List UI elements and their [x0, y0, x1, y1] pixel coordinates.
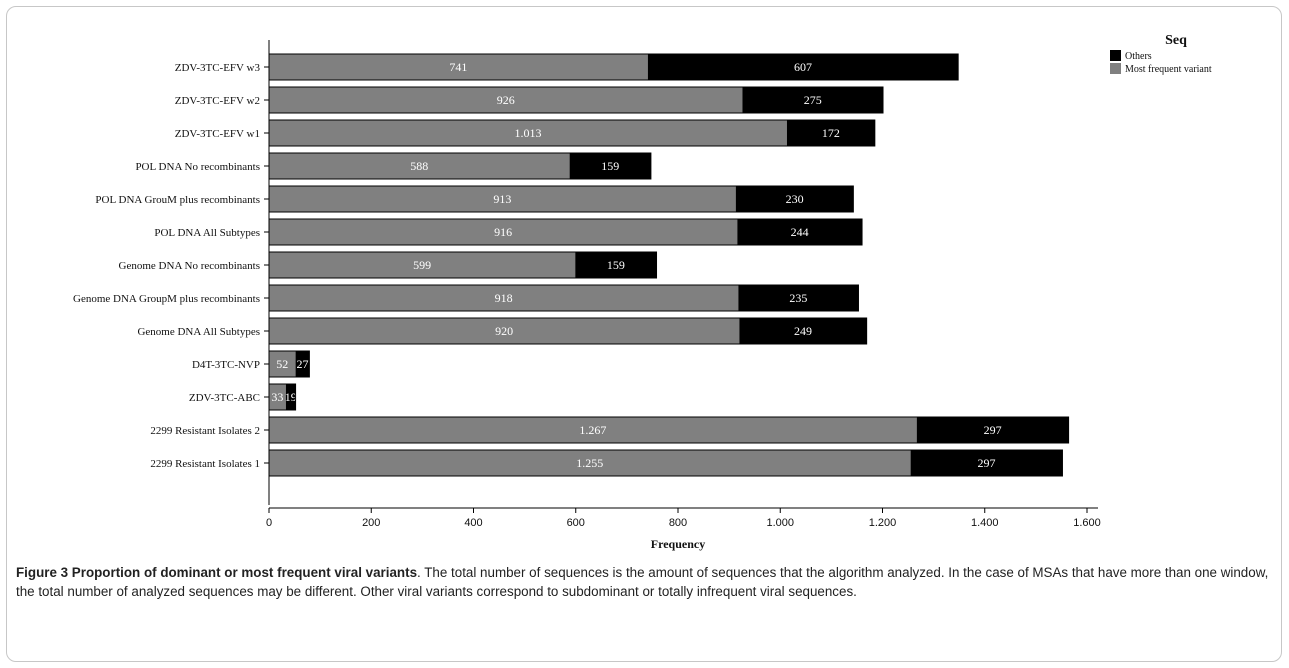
category-label: Genome DNA GroupM plus recombinants: [73, 293, 260, 305]
bar-most-frequent: [269, 219, 738, 245]
data-label: 275: [804, 93, 822, 107]
category-label: ZDV-3TC-EFV w3: [175, 62, 261, 74]
category-label: D4T-3TC-NVP: [192, 359, 260, 371]
bar-most-frequent: [269, 417, 917, 443]
data-label: 235: [789, 291, 807, 305]
bar-others: [742, 87, 884, 113]
data-label: 52: [276, 357, 288, 371]
bar-most-frequent: [269, 450, 911, 476]
bar-others: [647, 54, 959, 80]
bar-others: [739, 318, 867, 344]
category-label: Genome DNA All Subtypes: [137, 326, 260, 338]
data-label: 599: [413, 258, 431, 272]
data-label: 588: [410, 159, 428, 173]
bar-most-frequent: [269, 285, 739, 311]
category-label: ZDV-3TC-EFV w2: [175, 95, 260, 107]
data-label: 33: [271, 390, 283, 404]
data-label: 1.267: [579, 423, 606, 437]
data-label: 741: [449, 60, 467, 74]
x-tick-label: 0: [266, 517, 272, 529]
data-label: 172: [822, 126, 840, 140]
x-tick-label: 600: [567, 517, 585, 529]
data-label: 607: [794, 60, 812, 74]
bar-others: [916, 417, 1069, 443]
x-tick-label: 400: [464, 517, 482, 529]
caption-title: Figure 3 Proportion of dominant or most …: [16, 565, 418, 580]
x-tick-label: 1.200: [869, 517, 897, 529]
figure-caption: Figure 3 Proportion of dominant or most …: [16, 563, 1278, 601]
x-tick-label: 1.600: [1073, 517, 1101, 529]
bar-others: [569, 153, 651, 179]
data-label: 297: [984, 423, 1002, 437]
category-label: POL DNA GrouM plus recombinants: [95, 194, 260, 206]
x-tick-label: 1.400: [971, 517, 999, 529]
bar-most-frequent: [269, 186, 736, 212]
bars-group: 741 607 926 275 1.013 172 588 159 913 230 916 244 59…: [268, 53, 1070, 477]
legend: Seq Others Most frequent variant: [1110, 33, 1212, 75]
legend-entry: Others: [1125, 51, 1152, 62]
bar-most-frequent: [269, 120, 787, 146]
bar-most-frequent: [269, 252, 576, 278]
data-label: 926: [497, 93, 515, 107]
figure-frame: [6, 6, 1282, 662]
legend-entry: Most frequent variant: [1125, 64, 1212, 75]
bar-others: [910, 450, 1063, 476]
data-label: 159: [607, 258, 625, 272]
bar-others: [295, 351, 310, 377]
data-label: 916: [494, 225, 512, 239]
bar-most-frequent: [269, 384, 286, 410]
bar-most-frequent: [269, 351, 296, 377]
bar-others: [735, 186, 854, 212]
data-label: 19: [285, 390, 297, 404]
stacked-bar-chart: 741 607 926 275 1.013 172 588 159 913 230 916 244 59…: [73, 33, 1212, 551]
data-label: 297: [978, 456, 996, 470]
bar-most-frequent: [269, 153, 570, 179]
data-label: 230: [786, 192, 804, 206]
x-tick-label: 800: [669, 517, 687, 529]
category-label: 2299 Resistant Isolates 1: [150, 458, 260, 470]
data-label: 920: [495, 324, 513, 338]
data-label: 918: [495, 291, 513, 305]
x-tick-label: 1.000: [766, 517, 794, 529]
category-label: 2299 Resistant Isolates 2: [150, 425, 260, 437]
category-label: Genome DNA No recombinants: [119, 260, 260, 272]
x-tick-label: 200: [362, 517, 380, 529]
data-label: 1.255: [576, 456, 603, 470]
category-label: ZDV-3TC-EFV w1: [175, 128, 260, 140]
data-label: 27: [296, 357, 308, 371]
data-label: 913: [493, 192, 511, 206]
axes-group: ZDV-3TC-EFV w3 ZDV-3TC-EFV w2 ZDV-3TC-EFV …: [73, 40, 1101, 529]
bar-others: [786, 120, 875, 146]
legend-title: Seq: [1165, 33, 1187, 48]
bar-others: [737, 219, 863, 245]
category-label: ZDV-3TC-ABC: [189, 392, 260, 404]
bar-most-frequent: [269, 87, 743, 113]
data-label: 249: [794, 324, 812, 338]
data-label: 159: [601, 159, 619, 173]
x-axis-title: Frequency: [651, 537, 705, 551]
category-label: POL DNA All Subtypes: [154, 227, 260, 239]
bar-others: [738, 285, 859, 311]
bar-most-frequent: [269, 318, 740, 344]
bar-others: [285, 384, 296, 410]
category-label: POL DNA No recombinants: [135, 161, 260, 173]
legend-swatch: [1110, 63, 1121, 74]
bar-others: [575, 252, 657, 278]
bar-most-frequent: [269, 54, 648, 80]
data-label: 1.013: [514, 126, 541, 140]
legend-swatch: [1110, 50, 1121, 61]
data-label: 244: [791, 225, 809, 239]
caption-text: . The total number of sequences is the a…: [16, 565, 1269, 599]
